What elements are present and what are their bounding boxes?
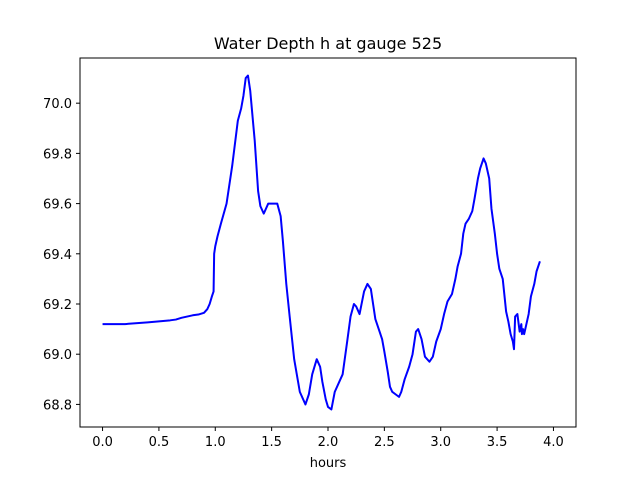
y-tick-label: 70.0 (43, 97, 72, 112)
x-tick-label: 2.5 (374, 435, 395, 450)
y-tick-label: 68.8 (43, 398, 72, 413)
x-tick-label: 3.0 (430, 435, 451, 450)
plot-area (102, 74, 541, 411)
y-tick-label: 69.2 (43, 298, 72, 313)
y-tick-label: 69.0 (43, 348, 72, 363)
x-tick-label: 1.0 (205, 435, 226, 450)
x-tick-label: 0.5 (149, 435, 170, 450)
y-tick-label: 69.6 (43, 198, 72, 213)
x-axis-label: hours (310, 456, 347, 471)
series-line (102, 74, 541, 411)
x-tick-label: 1.5 (261, 435, 282, 450)
y-tick-label: 69.8 (43, 147, 72, 162)
x-tick-label: 0.0 (92, 435, 113, 450)
x-tick-label: 3.5 (487, 435, 508, 450)
x-tick-label: 2.0 (318, 435, 339, 450)
y-tick-label: 69.4 (43, 248, 72, 263)
chart-title: Water Depth h at gauge 525 (214, 34, 442, 53)
x-tick-label: 4.0 (543, 435, 564, 450)
